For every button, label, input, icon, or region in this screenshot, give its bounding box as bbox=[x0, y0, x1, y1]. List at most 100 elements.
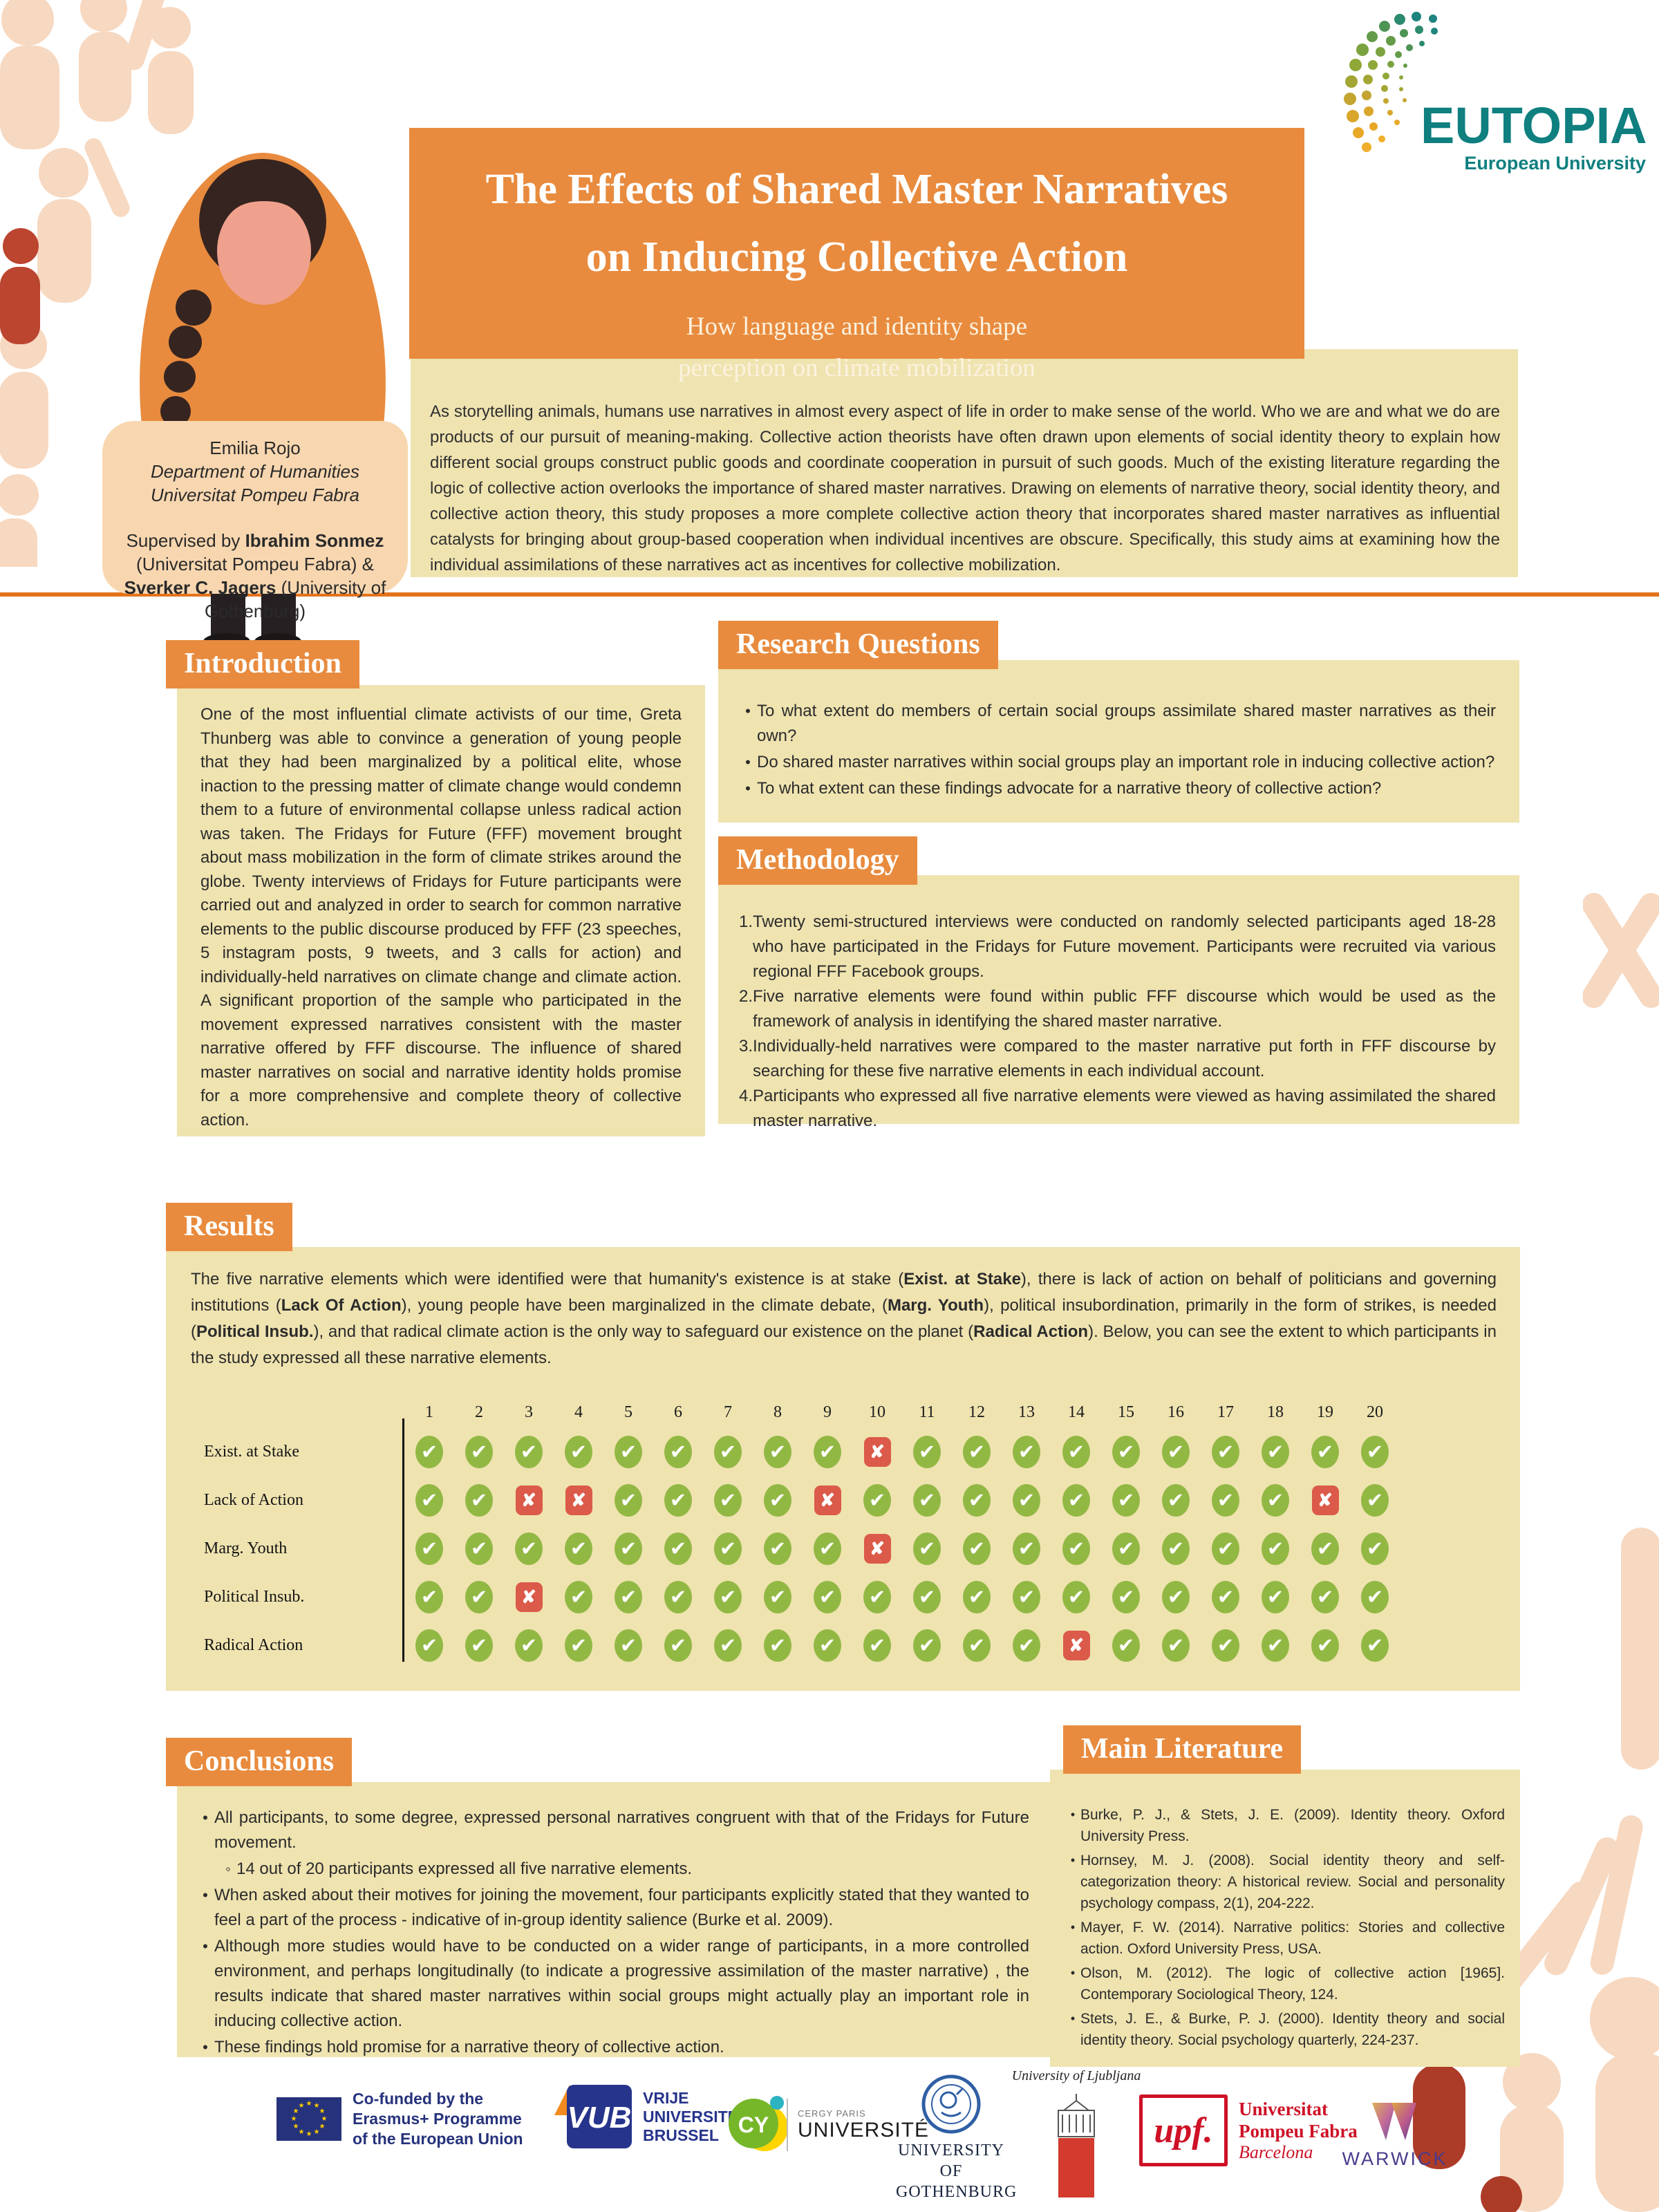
list-item-text: Olson, M. (2012). The logic of collectiv… bbox=[1080, 1965, 1505, 2003]
warwick-logo: WARWICK bbox=[1340, 2101, 1450, 2170]
table-cell: ✔ bbox=[1350, 1435, 1400, 1468]
table-cell: ✔ bbox=[1250, 1532, 1300, 1565]
table-cell: ✔ bbox=[454, 1629, 504, 1662]
method-step: 3. Individually-held narratives were comp… bbox=[739, 1034, 1496, 1084]
svg-text:★: ★ bbox=[319, 2108, 326, 2115]
upf-logo: upf. Universitat Pompeu Fabra Barcelona bbox=[1139, 2094, 1358, 2166]
table-cell: ✔ bbox=[1002, 1532, 1051, 1565]
results-table-body: Exist. at Stake ✔ ✔ ✔ ✔ ✔ ✔ ✔ ✔ ✔ ✘ ✔ ✔ ✔ ✔ ✔ ✔ ✔ ✔ ✔ ✔ Lack … bbox=[197, 1427, 1400, 1669]
check-icon: ✔ bbox=[814, 1435, 841, 1468]
table-cell: ✔ bbox=[703, 1580, 753, 1613]
table-cell: ✔ bbox=[803, 1580, 852, 1613]
table-cell: ✔ bbox=[703, 1483, 753, 1517]
check-icon: ✔ bbox=[565, 1435, 592, 1468]
bullet-icon: • bbox=[203, 2038, 208, 2056]
participant-number: 16 bbox=[1168, 1403, 1184, 1421]
table-cell: ✔ bbox=[454, 1532, 504, 1565]
table-cell: ✔ bbox=[952, 1629, 1002, 1662]
table-cell: ✔ bbox=[803, 1435, 852, 1468]
cross-icon: ✘ bbox=[515, 1485, 543, 1515]
upf-line1: Universitat bbox=[1239, 2099, 1328, 2119]
crowd-decoration-top-left bbox=[0, 0, 194, 567]
table-cell: ✔ bbox=[1250, 1580, 1300, 1613]
section-header-methodology: Methodology bbox=[718, 836, 917, 885]
gothenburg-name: UNIVERSITY OF GOTHENBURG bbox=[896, 2141, 1018, 2201]
check-icon: ✔ bbox=[1311, 1532, 1339, 1565]
table-cell: ✔ bbox=[803, 1629, 852, 1662]
row-label: Lack of Action bbox=[204, 1490, 303, 1509]
table-cell: ✔ bbox=[653, 1435, 703, 1468]
check-icon: ✔ bbox=[1062, 1483, 1090, 1517]
bullet-icon: • bbox=[745, 753, 751, 771]
svg-text:CY: CY bbox=[738, 2112, 769, 2137]
participant-number: 4 bbox=[574, 1403, 583, 1421]
conclusion-item: • All participants, to some degree, expre… bbox=[196, 1806, 1029, 1855]
check-icon: ✔ bbox=[1262, 1532, 1289, 1565]
check-icon: ✔ bbox=[1262, 1483, 1289, 1517]
svg-text:★: ★ bbox=[299, 2128, 305, 2136]
supervisors: Supervised by Ibrahim Sonmez (Universita… bbox=[124, 530, 386, 621]
check-icon: ✔ bbox=[615, 1580, 642, 1613]
section-header-results: Results bbox=[166, 1203, 292, 1251]
vub-logo: VUB VRIJE UNIVERSITEIT BRUSSEL bbox=[553, 2082, 752, 2151]
check-icon: ✔ bbox=[465, 1483, 493, 1517]
conclusion-item: • When asked about their motives for join… bbox=[196, 1883, 1029, 1933]
research-questions-list: • To what extent do members of certain so… bbox=[739, 699, 1496, 803]
bullet-icon: • bbox=[1070, 1853, 1076, 1867]
check-icon: ✔ bbox=[515, 1629, 543, 1662]
table-cell: ✔ bbox=[1151, 1532, 1201, 1565]
check-icon: ✔ bbox=[1311, 1629, 1339, 1662]
table-row: Political Insub. ✔ ✔ ✘ ✔ ✔ ✔ ✔ ✔ ✔ ✔ ✔ ✔ ✔ ✔ ✔ ✔ ✔ ✔ ✔ ✔ bbox=[197, 1573, 1400, 1621]
cy-cergy-paris: CERGY PARIS bbox=[798, 2108, 866, 2119]
table-cell: ✔ bbox=[1350, 1483, 1400, 1517]
results-text-segment: Radical Action bbox=[973, 1322, 1089, 1341]
gothenburg-seal-icon bbox=[921, 2074, 981, 2134]
table-cell: ✔ bbox=[1151, 1483, 1201, 1517]
cross-icon: ✘ bbox=[1062, 1630, 1090, 1660]
conclusion-subitem: ◦ 14 out of 20 participants expressed all… bbox=[196, 1857, 1029, 1882]
research-questions-panel: • To what extent do members of certain so… bbox=[718, 660, 1519, 823]
cy-universite: UNIVERSITÉ bbox=[798, 2118, 930, 2141]
svg-text:★: ★ bbox=[321, 2115, 328, 2123]
methodology-list: 1. Twenty semi-structured interviews were… bbox=[739, 910, 1496, 1134]
participant-number: 8 bbox=[774, 1403, 782, 1421]
list-item: • Do shared master narratives within soci… bbox=[739, 750, 1496, 775]
eu-funding-logo: ★ ★ ★ ★ ★ ★ ★ ★ ★ ★ ★ ★ Co-funded by the Erasmus+… bbox=[276, 2089, 523, 2149]
row-label: Political Insub. bbox=[204, 1587, 305, 1606]
table-cell: ✔ bbox=[952, 1580, 1002, 1613]
eutopia-dots-icon bbox=[1344, 12, 1438, 152]
list-item: • To what extent do members of certain so… bbox=[739, 699, 1496, 749]
table-cell: ✔ bbox=[753, 1629, 803, 1662]
check-icon: ✔ bbox=[1212, 1629, 1239, 1662]
check-icon: ✔ bbox=[1262, 1580, 1289, 1613]
list-item-text: Burke, P. J., & Stets, J. E. (2009). Ide… bbox=[1080, 1807, 1505, 1844]
introduction-panel: One of the most influential climate acti… bbox=[177, 685, 705, 1136]
list-item: • Olson, M. (2012). The logic of collecti… bbox=[1065, 1962, 1505, 2005]
cross-icon: ✘ bbox=[515, 1582, 543, 1612]
check-icon: ✔ bbox=[1013, 1532, 1040, 1565]
cy-logo: CY CERGY PARIS UNIVERSITÉ bbox=[726, 2093, 929, 2157]
decoration-right-blob bbox=[1621, 1528, 1659, 1770]
method-step: 4. Participants who expressed all five na… bbox=[739, 1084, 1496, 1134]
check-icon: ✔ bbox=[415, 1435, 443, 1468]
participant-number: 2 bbox=[475, 1403, 483, 1421]
literature-list: • Burke, P. J., & Stets, J. E. (2009). Id… bbox=[1065, 1804, 1505, 2054]
svg-text:★: ★ bbox=[293, 2123, 299, 2130]
check-icon: ✔ bbox=[465, 1532, 493, 1565]
eutopia-tagline: European University bbox=[1464, 153, 1646, 174]
section-header-conclusions: Conclusions bbox=[166, 1738, 353, 1786]
list-item: • Stets, J. E., & Burke, P. J. (2000). Id… bbox=[1065, 2008, 1505, 2051]
check-icon: ✔ bbox=[1162, 1435, 1190, 1468]
results-text-segment: Lack Of Action bbox=[281, 1296, 402, 1315]
table-cell: ✔ bbox=[952, 1483, 1002, 1517]
cross-icon: ✘ bbox=[814, 1485, 841, 1515]
table-cell: ✔ bbox=[753, 1532, 803, 1565]
table-row: Exist. at Stake ✔ ✔ ✔ ✔ ✔ ✔ ✔ ✔ ✔ ✘ ✔ ✔ ✔ ✔ ✔ ✔ ✔ ✔ ✔ ✔ bbox=[197, 1427, 1400, 1476]
row-label: Radical Action bbox=[204, 1635, 303, 1654]
table-cell: ✔ bbox=[852, 1629, 902, 1662]
bullet-icon: • bbox=[203, 1886, 208, 1904]
check-icon: ✔ bbox=[465, 1435, 493, 1468]
table-cell: ✔ bbox=[1101, 1580, 1151, 1613]
table-cell: ✘ bbox=[1051, 1630, 1101, 1660]
cross-icon: ✘ bbox=[1311, 1485, 1339, 1515]
